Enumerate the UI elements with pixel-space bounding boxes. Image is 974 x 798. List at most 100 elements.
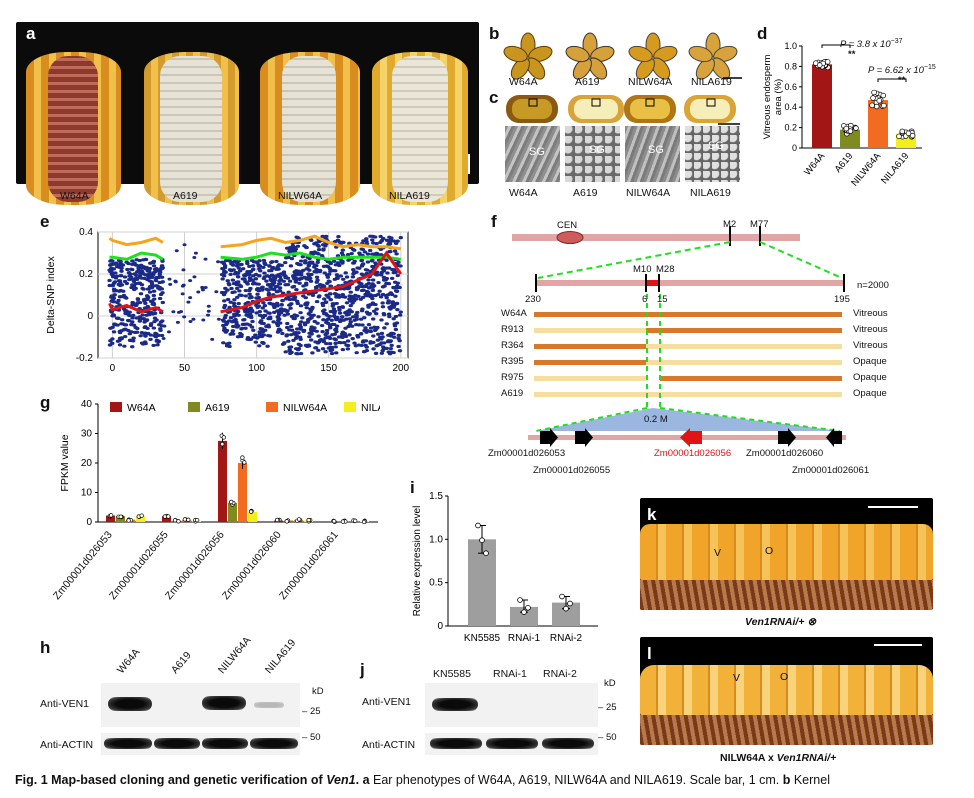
f-m10-label: M10 bbox=[633, 264, 652, 275]
e-snp-point bbox=[258, 269, 263, 273]
f-m2-label: M2 bbox=[723, 219, 737, 230]
e-snp-point bbox=[262, 304, 268, 308]
g-bar bbox=[106, 515, 115, 522]
k-v-label: V bbox=[714, 547, 722, 559]
e-snp-point bbox=[279, 303, 284, 307]
e-snp-point bbox=[230, 278, 236, 282]
e-snp-point bbox=[150, 285, 155, 289]
e-snp-point bbox=[358, 332, 364, 336]
g-point bbox=[229, 499, 234, 505]
e-snp-point bbox=[230, 324, 236, 329]
e-snp-point bbox=[326, 272, 332, 276]
e-snp-point bbox=[353, 344, 359, 348]
e-snp-point bbox=[276, 328, 281, 333]
e-snp-point bbox=[160, 319, 165, 323]
e-snp-point bbox=[257, 274, 262, 278]
e-snp-point bbox=[155, 343, 160, 347]
e-snp-point bbox=[243, 294, 248, 298]
e-snp-point bbox=[262, 261, 267, 266]
chart-e: 0 50 100 150 200 -0.2 0 0.2 0.4 Delta-SNP index bbox=[45, 227, 410, 374]
e-snp-point bbox=[130, 316, 135, 320]
e-snp-point bbox=[331, 259, 337, 263]
e-snp-point bbox=[234, 264, 240, 268]
e-ytick-label: 0.2 bbox=[79, 269, 93, 280]
e-snp-point bbox=[292, 316, 297, 321]
e-snp-point bbox=[229, 286, 234, 291]
i-point bbox=[521, 609, 527, 615]
d-point bbox=[899, 128, 906, 135]
sem-label-2: A619 bbox=[573, 187, 598, 199]
i-point bbox=[475, 522, 481, 529]
e-snp-point bbox=[133, 273, 139, 277]
e-snp-point bbox=[257, 310, 262, 314]
panel-h-label: h bbox=[40, 638, 51, 657]
g-cat-3: Zm00001d026056 bbox=[162, 528, 227, 602]
e-snp-point bbox=[392, 249, 398, 253]
e-snp-point bbox=[133, 325, 138, 330]
e-snp-point bbox=[338, 241, 344, 245]
e-snp-point bbox=[330, 302, 336, 306]
e-snp-point bbox=[307, 335, 312, 339]
e-snp-point bbox=[243, 326, 248, 330]
e-snp-point bbox=[221, 274, 227, 278]
f-row-5-pheno: Opaque bbox=[853, 372, 887, 383]
e-snp-point bbox=[384, 322, 389, 326]
e-snp-point bbox=[267, 264, 272, 268]
e-snp-point bbox=[373, 261, 378, 265]
e-snp-point bbox=[314, 241, 319, 245]
e-snp-point bbox=[370, 278, 376, 282]
e-snp-point bbox=[288, 345, 294, 349]
e-snp-point bbox=[314, 275, 320, 279]
e-snp-point bbox=[327, 266, 333, 271]
f-row-4-pheno: Opaque bbox=[853, 356, 887, 367]
e-snp-point bbox=[222, 299, 227, 303]
e-snp-point bbox=[287, 297, 292, 302]
e-snp-point bbox=[298, 304, 304, 308]
e-snp-point bbox=[125, 267, 130, 272]
e-snp-point bbox=[235, 335, 241, 339]
e-snp-point bbox=[398, 264, 403, 268]
e-snp-point bbox=[387, 352, 393, 356]
d-pvalue-1-exp: −37 bbox=[890, 38, 903, 45]
e-snp-point bbox=[148, 322, 154, 326]
e-snp-point bbox=[157, 296, 163, 301]
e-snp-point bbox=[300, 316, 305, 320]
e-snp-point bbox=[352, 318, 357, 322]
e-snp-point bbox=[379, 331, 385, 335]
g-cat-5: Zm00001d026061 bbox=[276, 528, 341, 602]
e-snp-point bbox=[119, 269, 124, 273]
e-snp-point bbox=[126, 261, 131, 266]
d-point bbox=[881, 102, 887, 109]
f-row-6-line: A619 bbox=[501, 388, 524, 399]
e-snp-point bbox=[387, 340, 393, 344]
e-snp-point bbox=[130, 303, 135, 307]
e-snp-point bbox=[280, 298, 285, 303]
e-snp-point bbox=[350, 275, 356, 279]
d-point bbox=[871, 89, 877, 96]
h-actin-3 bbox=[202, 738, 248, 749]
panel-a-label: a bbox=[26, 24, 36, 43]
e-snp-point bbox=[130, 300, 136, 305]
g-point bbox=[248, 509, 254, 514]
e-snp-point bbox=[358, 317, 364, 321]
e-snp-point bbox=[298, 327, 303, 331]
panel-f-label: f bbox=[491, 212, 497, 231]
e-snp-point bbox=[324, 328, 330, 333]
e-snp-point bbox=[225, 288, 230, 292]
e-snp-point bbox=[340, 261, 345, 265]
e-snp-point bbox=[266, 311, 271, 315]
e-snp-point bbox=[126, 271, 132, 275]
d-sig-bracket-1 bbox=[821, 44, 851, 48]
e-snp-point bbox=[382, 326, 387, 330]
e-snp-point bbox=[245, 270, 250, 274]
l-scalebar bbox=[874, 644, 922, 646]
f-row-3-line: R364 bbox=[501, 340, 524, 351]
e-snp-point bbox=[251, 328, 256, 332]
e-snp-point bbox=[306, 312, 312, 316]
e-snp-point bbox=[298, 337, 303, 341]
e-snp-point bbox=[298, 259, 304, 263]
g-point bbox=[274, 517, 280, 523]
f-row-4-line: R395 bbox=[501, 356, 524, 367]
e-snp-point bbox=[395, 239, 400, 243]
j-actin-2 bbox=[486, 738, 538, 749]
